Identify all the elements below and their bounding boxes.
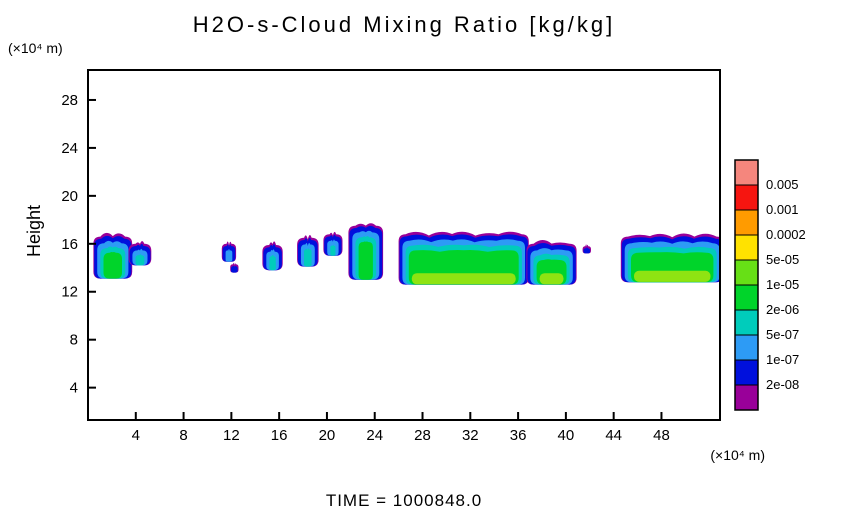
colorbar-segment	[734, 184, 759, 211]
colorbar-label: 5e-07	[766, 327, 799, 342]
colorbar-segment	[734, 359, 759, 386]
x-tick-label: 36	[510, 427, 527, 444]
y-tick-label: 24	[61, 140, 78, 157]
x-tick-label: 4	[132, 427, 140, 444]
cloud-contour-band	[583, 247, 591, 254]
colorbar-label: 2e-08	[766, 377, 799, 392]
cloud-core-band	[634, 270, 711, 282]
cloud-contour-band	[225, 249, 233, 262]
cloud-contour-band	[231, 265, 238, 273]
x-axis-unit-label: (×10⁴ m)	[710, 447, 765, 463]
colorbar-segment	[734, 259, 759, 286]
cloud-contour-band	[269, 254, 276, 271]
colorbar-segment	[734, 234, 759, 261]
y-tick-label: 8	[70, 332, 78, 349]
y-tick-label: 16	[61, 236, 78, 253]
x-tick-label: 8	[179, 427, 187, 444]
colorbar-label: 1e-07	[766, 352, 799, 367]
cloud-contour-band	[330, 244, 336, 256]
cloud-contour-band	[358, 241, 373, 280]
colorbar-segment	[734, 334, 759, 361]
colorbar-segment	[734, 284, 759, 311]
x-tick-label: 16	[271, 427, 288, 444]
cloud-field	[93, 223, 720, 285]
colorbar-frame	[734, 159, 759, 411]
x-tick-label: 12	[223, 427, 240, 444]
x-tick-label: 20	[319, 427, 336, 444]
cloud-core-band	[539, 273, 564, 285]
colorbar-label: 1e-05	[766, 277, 799, 292]
cloud-contour-band	[103, 251, 122, 279]
x-tick-label: 40	[558, 427, 575, 444]
plot-frame	[87, 69, 721, 421]
time-label: TIME = 1000848.0	[325, 491, 483, 510]
colorbar-segment	[734, 209, 759, 236]
y-tick-label: 20	[61, 188, 78, 205]
x-tick-label: 28	[414, 427, 431, 444]
colorbar-label: 2e-06	[766, 302, 799, 317]
y-tick-label: 12	[61, 284, 78, 301]
colorbar-segment	[734, 309, 759, 336]
colorbar-label: 0.001	[766, 202, 799, 217]
colorbar-segment	[734, 384, 759, 411]
colorbar-label: 5e-05	[766, 252, 799, 267]
chart-title: H2O-s-Cloud Mixing Ratio [kg/kg]	[192, 12, 616, 37]
colorbar-label: 0.005	[766, 177, 799, 192]
y-tick-label: 28	[61, 92, 78, 109]
x-tick-label: 48	[653, 427, 670, 444]
colorbar-segment	[734, 159, 759, 186]
cloud-contour-band	[304, 248, 312, 267]
y-tick-label: 4	[70, 380, 78, 397]
colorbar-label: 0.0002	[766, 227, 806, 242]
x-tick-label: 44	[605, 427, 622, 444]
cloud-contour-band	[135, 254, 145, 266]
x-tick-label: 24	[366, 427, 383, 444]
y-axis-unit-label: (×10⁴ m)	[8, 40, 63, 56]
x-tick-label: 32	[462, 427, 479, 444]
cloud-core-band	[411, 273, 516, 285]
